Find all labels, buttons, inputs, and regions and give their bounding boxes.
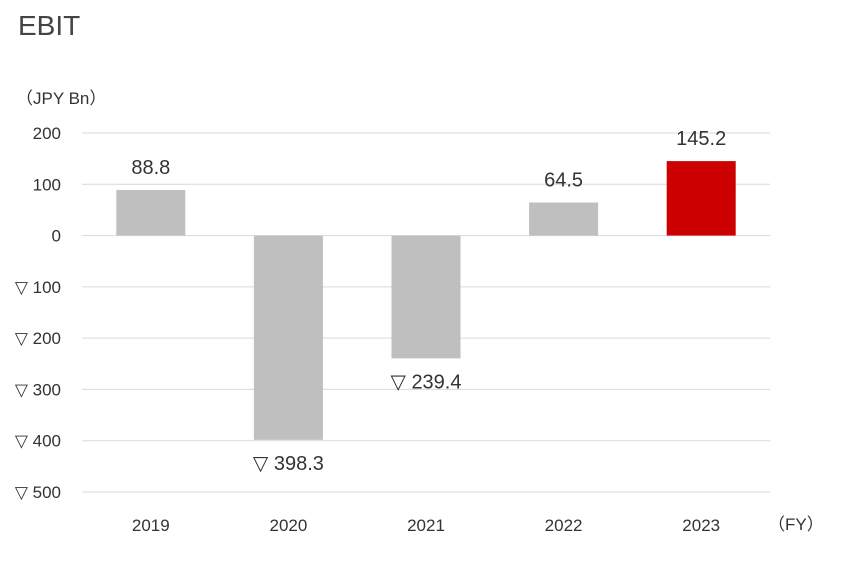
data-label-2023: 145.2 [676,128,726,150]
chart-title: EBIT [18,10,81,41]
data-labels: 88.8 ▽ 398.3 ▽ 239.4 64.5 145.2 [131,128,726,475]
bar-2019 [116,190,186,236]
x-tick-label-2022: 2022 [545,516,583,535]
y-tick-label: ▽ 500 [15,483,61,502]
y-tick-label: 0 [52,227,61,246]
y-tick-label: ▽ 100 [15,278,61,297]
y-tick-label: ▽ 200 [15,329,61,348]
bar-2023 [666,161,736,236]
bar-2021 [391,235,461,359]
x-axis-unit-label: （FY） [768,515,824,534]
y-axis-unit-label: （JPY Bn） [16,89,106,108]
bars [116,161,736,440]
x-tick-label-2021: 2021 [407,516,445,535]
data-label-2021: ▽ 239.4 [391,371,462,393]
y-tick-label: 200 [33,124,61,143]
y-tick-label: 100 [33,175,61,194]
x-tick-label-2020: 2020 [269,516,307,535]
x-axis-ticks: 2019 2020 2021 2022 2023 [132,516,720,535]
y-tick-label: ▽ 400 [15,432,61,451]
x-tick-label-2023: 2023 [682,516,720,535]
data-label-2019: 88.8 [131,157,170,179]
data-label-2020: ▽ 398.3 [253,453,324,475]
x-tick-label-2019: 2019 [132,516,170,535]
y-tick-label: ▽ 300 [15,380,61,399]
bar-2022 [529,202,599,236]
bar-2020 [253,235,323,440]
y-axis-ticks: 200 100 0 ▽ 100 ▽ 200 ▽ 300 ▽ 400 ▽ 500 [15,124,61,502]
data-label-2022: 64.5 [544,169,583,191]
